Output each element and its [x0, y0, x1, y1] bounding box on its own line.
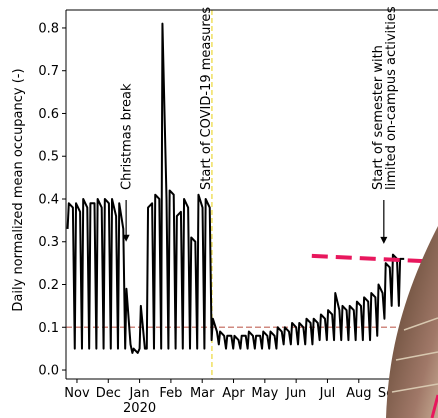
x-sublabel: 2020 — [123, 401, 156, 416]
y-tick-label: 0.7 — [38, 64, 59, 79]
annotation: Start of COVID-19 measures — [199, 7, 214, 190]
annotation: Christmas break — [120, 83, 135, 190]
trend-line — [312, 256, 438, 262]
data-line — [68, 24, 405, 353]
y-tick-label: 0.2 — [38, 278, 59, 293]
y-tick-label: 0.4 — [38, 192, 59, 207]
y-tick-label: 0.5 — [38, 150, 59, 165]
x-tick-label: Sep — [378, 386, 403, 401]
x-tick-label: Dec — [96, 386, 121, 401]
x-tick-label: Feb — [159, 386, 182, 401]
page: {"chart_data": { "type": "line", "y_labe… — [0, 0, 438, 418]
x-tick-label: May — [251, 386, 278, 401]
x-tick-label: Jun — [285, 386, 306, 401]
arrow-head — [380, 237, 387, 244]
y-tick-label: 0.0 — [38, 364, 59, 379]
y-tick-label: 0.6 — [38, 107, 59, 122]
x-tick-label: Mar — [190, 386, 215, 401]
chart: Daily normalized mean occupancy (-) 0.0 0… — [0, 0, 438, 418]
annotation: limited on-campus activities — [384, 6, 399, 190]
x-tick-label: Nov — [64, 386, 90, 401]
x-tick-label: Jul — [319, 386, 336, 401]
y-tick-label: 0.1 — [38, 321, 59, 336]
y-axis-label: Daily normalized mean occupancy (-) — [11, 68, 26, 311]
x-tick-label: Jan — [129, 386, 150, 401]
x-tick-label: Apr — [222, 386, 245, 401]
y-tick-label: 0.8 — [38, 21, 59, 36]
x-tick-label: Aug — [346, 386, 371, 401]
y-tick-label: 0.3 — [38, 235, 59, 250]
